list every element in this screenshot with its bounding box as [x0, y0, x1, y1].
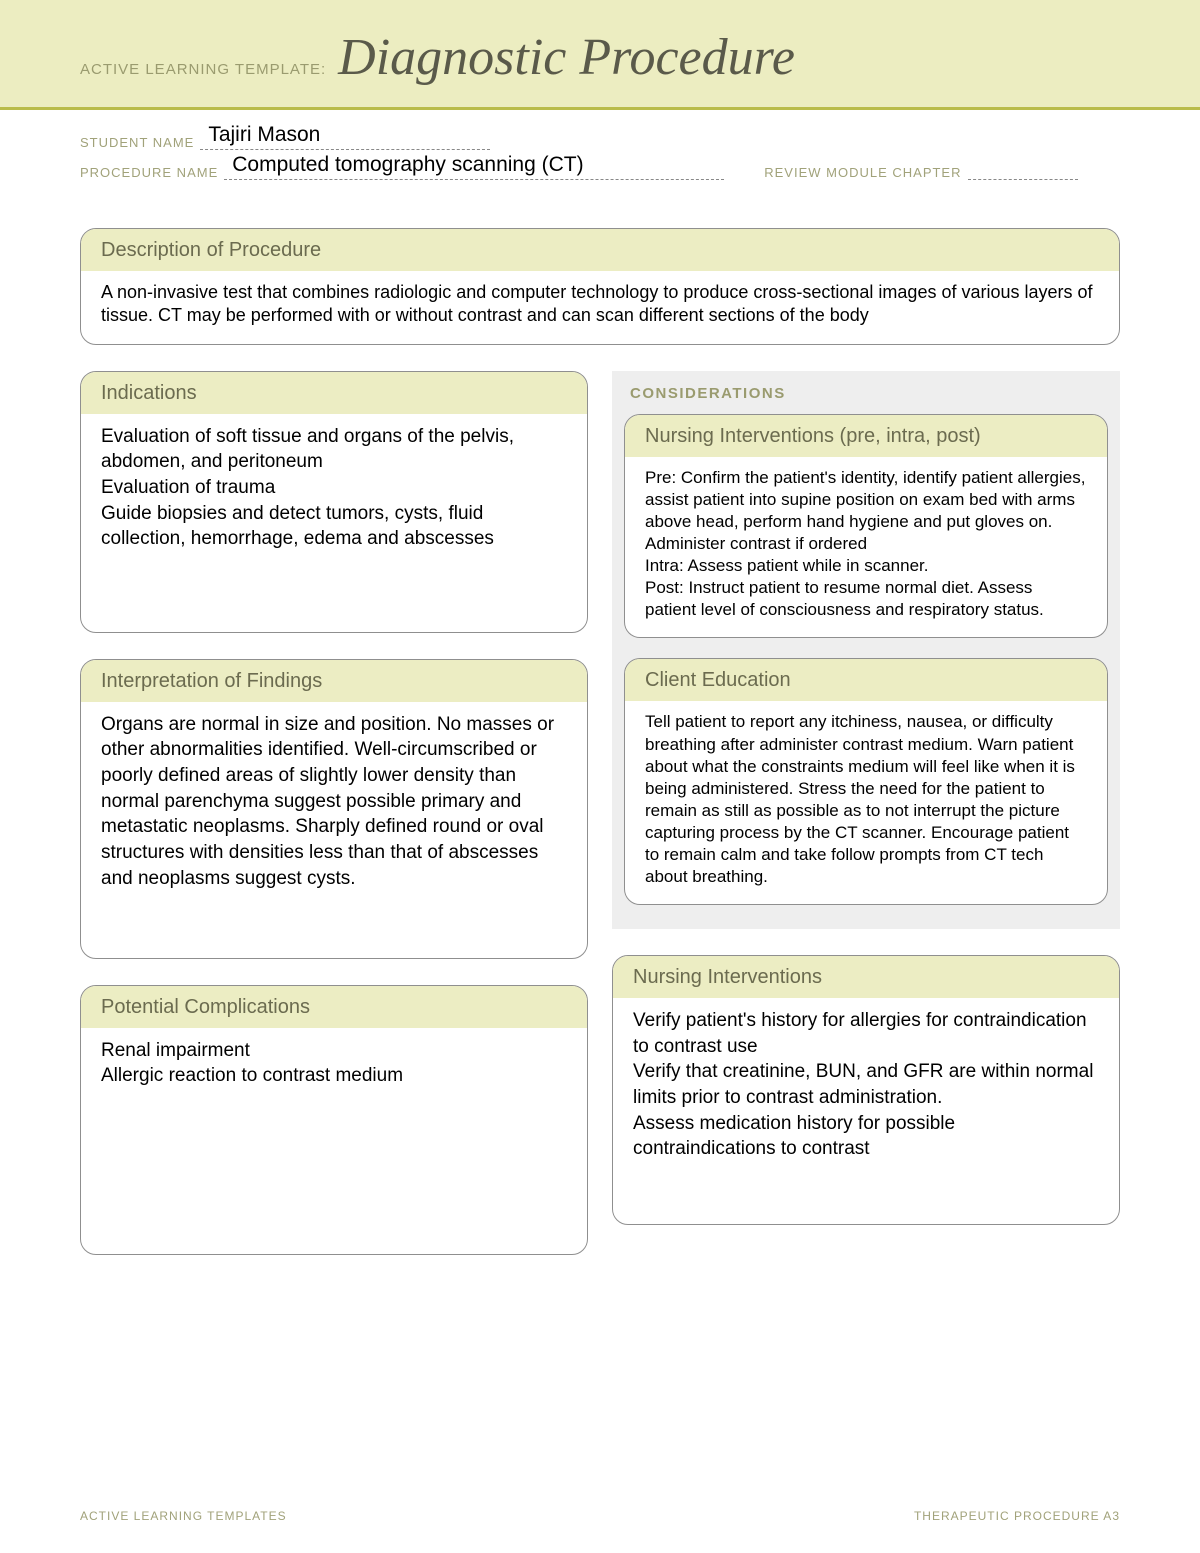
indications-body: Evaluation of soft tissue and organs of … [81, 414, 587, 568]
nursing-pre-body: Pre: Confirm the patient's identity, ide… [625, 457, 1107, 638]
interpretation-card: Interpretation of Findings Organs are no… [80, 659, 588, 959]
complications-card: Potential Complications Renal impairment… [80, 985, 588, 1255]
right-column: CONSIDERATIONS Nursing Interventions (pr… [612, 371, 1120, 1281]
nursing-interventions-card: Nursing Interventions Verify patient's h… [612, 955, 1120, 1225]
procedure-row: PROCEDURE NAME Computed tomography scann… [80, 158, 1120, 180]
complications-body: Renal impairment Allergic reaction to co… [81, 1028, 587, 1105]
interpretation-body: Organs are normal in size and position. … [81, 702, 587, 907]
student-row: STUDENT NAME Tajiri Mason [80, 128, 1120, 150]
student-value: Tajiri Mason [208, 123, 320, 147]
considerations-title: CONSIDERATIONS [624, 381, 1108, 414]
description-title: Description of Procedure [81, 229, 1119, 271]
two-column-area: Indications Evaluation of soft tissue an… [80, 371, 1120, 1281]
header-title: Diagnostic Procedure [338, 28, 795, 87]
footer-left: ACTIVE LEARNING TEMPLATES [80, 1509, 287, 1523]
content: Description of Procedure A non-invasive … [0, 198, 1200, 1281]
client-education-title: Client Education [625, 659, 1107, 701]
procedure-field: Computed tomography scanning (CT) [224, 158, 724, 180]
meta-section: STUDENT NAME Tajiri Mason PROCEDURE NAME… [0, 110, 1200, 198]
left-column: Indications Evaluation of soft tissue an… [80, 371, 588, 1281]
client-education-card: Client Education Tell patient to report … [624, 658, 1108, 905]
considerations-block: CONSIDERATIONS Nursing Interventions (pr… [612, 371, 1120, 929]
nursing-interventions-body: Verify patient's history for allergies f… [613, 998, 1119, 1178]
client-education-body: Tell patient to report any itchiness, na… [625, 701, 1107, 904]
procedure-value: Computed tomography scanning (CT) [232, 153, 583, 177]
description-card: Description of Procedure A non-invasive … [80, 228, 1120, 345]
nursing-pre-card: Nursing Interventions (pre, intra, post)… [624, 414, 1108, 639]
procedure-label: PROCEDURE NAME [80, 165, 218, 180]
description-body: A non-invasive test that combines radiol… [81, 271, 1119, 344]
chapter-field [968, 158, 1078, 180]
interpretation-title: Interpretation of Findings [81, 660, 587, 702]
student-label: STUDENT NAME [80, 135, 194, 150]
page: ACTIVE LEARNING TEMPLATE: Diagnostic Pro… [0, 0, 1200, 1553]
footer-right: THERAPEUTIC PROCEDURE A3 [914, 1509, 1120, 1523]
nursing-pre-title: Nursing Interventions (pre, intra, post) [625, 415, 1107, 457]
header-prefix: ACTIVE LEARNING TEMPLATE: [80, 61, 326, 78]
nursing-interventions-title: Nursing Interventions [613, 956, 1119, 998]
chapter-label: REVIEW MODULE CHAPTER [764, 165, 961, 180]
indications-card: Indications Evaluation of soft tissue an… [80, 371, 588, 633]
complications-title: Potential Complications [81, 986, 587, 1028]
indications-title: Indications [81, 372, 587, 414]
header-band: ACTIVE LEARNING TEMPLATE: Diagnostic Pro… [0, 0, 1200, 110]
footer: ACTIVE LEARNING TEMPLATES THERAPEUTIC PR… [80, 1509, 1120, 1523]
student-field: Tajiri Mason [200, 128, 490, 150]
